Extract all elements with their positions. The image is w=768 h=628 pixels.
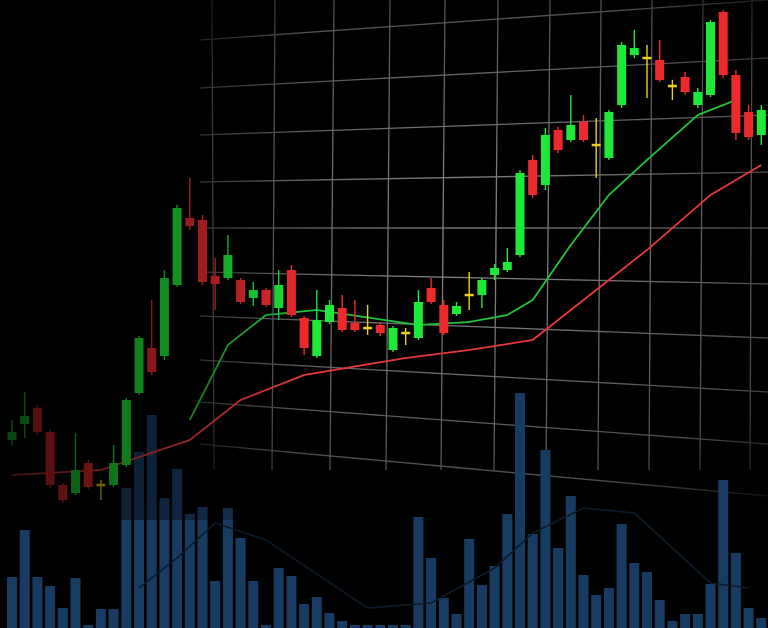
volume-bar: [197, 507, 208, 628]
volume-bar: [743, 608, 754, 628]
volume-bar: [172, 469, 183, 628]
volume-bar: [248, 581, 259, 628]
volume-bar: [540, 450, 551, 628]
volume-bar: [756, 618, 767, 628]
volume-bar: [134, 452, 144, 628]
volume-bar: [146, 415, 157, 628]
volume-bar: [476, 585, 487, 628]
volume-bar: [83, 625, 94, 628]
volume-bar: [629, 563, 640, 628]
volume-bar: [438, 598, 449, 628]
volume-bar: [261, 625, 271, 628]
volume-bar: [642, 572, 652, 628]
volume-bar: [375, 625, 386, 628]
volume-bar: [502, 514, 513, 628]
volume-bar: [553, 548, 564, 628]
volume-bar: [362, 625, 373, 628]
volume-bar: [692, 614, 703, 628]
volume-bar: [121, 488, 132, 628]
volume-bar: [413, 517, 424, 628]
volume-bar: [616, 524, 627, 628]
volume-bar: [184, 514, 195, 628]
volume-bar: [337, 621, 348, 628]
volume-bar: [730, 553, 741, 628]
volume-bar: [451, 614, 462, 628]
volume-bar: [349, 625, 360, 628]
volume-bar: [464, 539, 475, 628]
volume-bar: [426, 558, 437, 628]
volume-bar: [19, 530, 30, 628]
volume-bar: [159, 498, 170, 628]
volume-bar: [388, 625, 398, 628]
volume-bar: [578, 575, 589, 628]
volume-bar: [527, 534, 538, 628]
volume-bar: [667, 621, 678, 628]
volume-bar: [591, 595, 602, 628]
volume-bar: [45, 586, 56, 628]
volume-bar: [565, 496, 576, 628]
volume-bar: [210, 581, 221, 628]
volume-bar: [680, 614, 691, 628]
volume-bar: [70, 578, 81, 628]
volume-bar: [108, 609, 119, 628]
volume-bar: [57, 608, 68, 628]
volume-bar: [273, 568, 284, 628]
volume-bar: [654, 600, 665, 628]
volume-bar: [95, 609, 106, 628]
volume-bar: [705, 584, 716, 628]
volume-bar: [324, 613, 335, 628]
volume-bar: [286, 576, 297, 628]
volume-bar: [32, 577, 43, 628]
fade-overlay: [0, 0, 768, 520]
volume-bar: [718, 480, 729, 628]
volume-average-line: [138, 507, 749, 609]
volume-bar: [222, 508, 233, 628]
volume-bar: [235, 538, 246, 628]
volume-bar: [489, 566, 500, 628]
volume-bar: [400, 625, 411, 628]
volume-bar: [299, 604, 310, 628]
volume-bar: [311, 597, 322, 628]
volume-bar: [603, 588, 614, 628]
volume-bar: [7, 577, 17, 628]
